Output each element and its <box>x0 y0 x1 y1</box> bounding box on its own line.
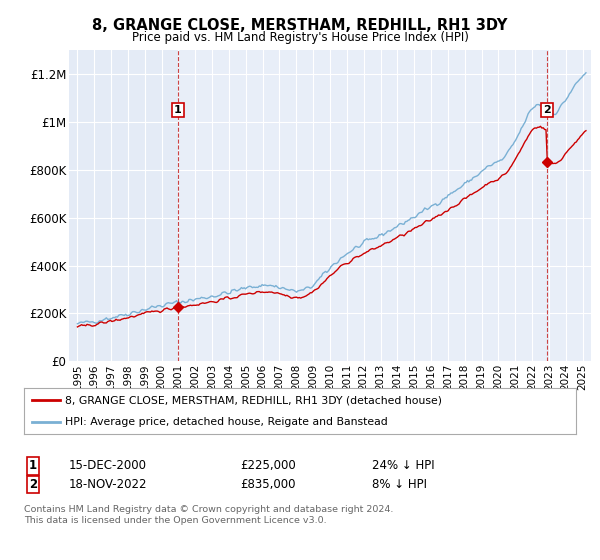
Text: This data is licensed under the Open Government Licence v3.0.: This data is licensed under the Open Gov… <box>24 516 326 525</box>
Bar <box>69 50 178 361</box>
Text: 2: 2 <box>29 478 37 491</box>
Text: £225,000: £225,000 <box>240 459 296 473</box>
Text: 18-NOV-2022: 18-NOV-2022 <box>69 478 148 491</box>
Text: 2: 2 <box>543 105 551 115</box>
Text: £835,000: £835,000 <box>240 478 296 491</box>
Text: 8, GRANGE CLOSE, MERSTHAM, REDHILL, RH1 3DY (detached house): 8, GRANGE CLOSE, MERSTHAM, REDHILL, RH1 … <box>65 395 442 405</box>
Text: 24% ↓ HPI: 24% ↓ HPI <box>372 459 434 473</box>
Text: 8% ↓ HPI: 8% ↓ HPI <box>372 478 427 491</box>
Text: Price paid vs. HM Land Registry's House Price Index (HPI): Price paid vs. HM Land Registry's House … <box>131 31 469 44</box>
Text: HPI: Average price, detached house, Reigate and Banstead: HPI: Average price, detached house, Reig… <box>65 417 388 427</box>
Text: 15-DEC-2000: 15-DEC-2000 <box>69 459 147 473</box>
Text: 1: 1 <box>174 105 182 115</box>
Text: 8, GRANGE CLOSE, MERSTHAM, REDHILL, RH1 3DY: 8, GRANGE CLOSE, MERSTHAM, REDHILL, RH1 … <box>92 18 508 33</box>
Text: 1: 1 <box>29 459 37 473</box>
Text: Contains HM Land Registry data © Crown copyright and database right 2024.: Contains HM Land Registry data © Crown c… <box>24 505 394 514</box>
